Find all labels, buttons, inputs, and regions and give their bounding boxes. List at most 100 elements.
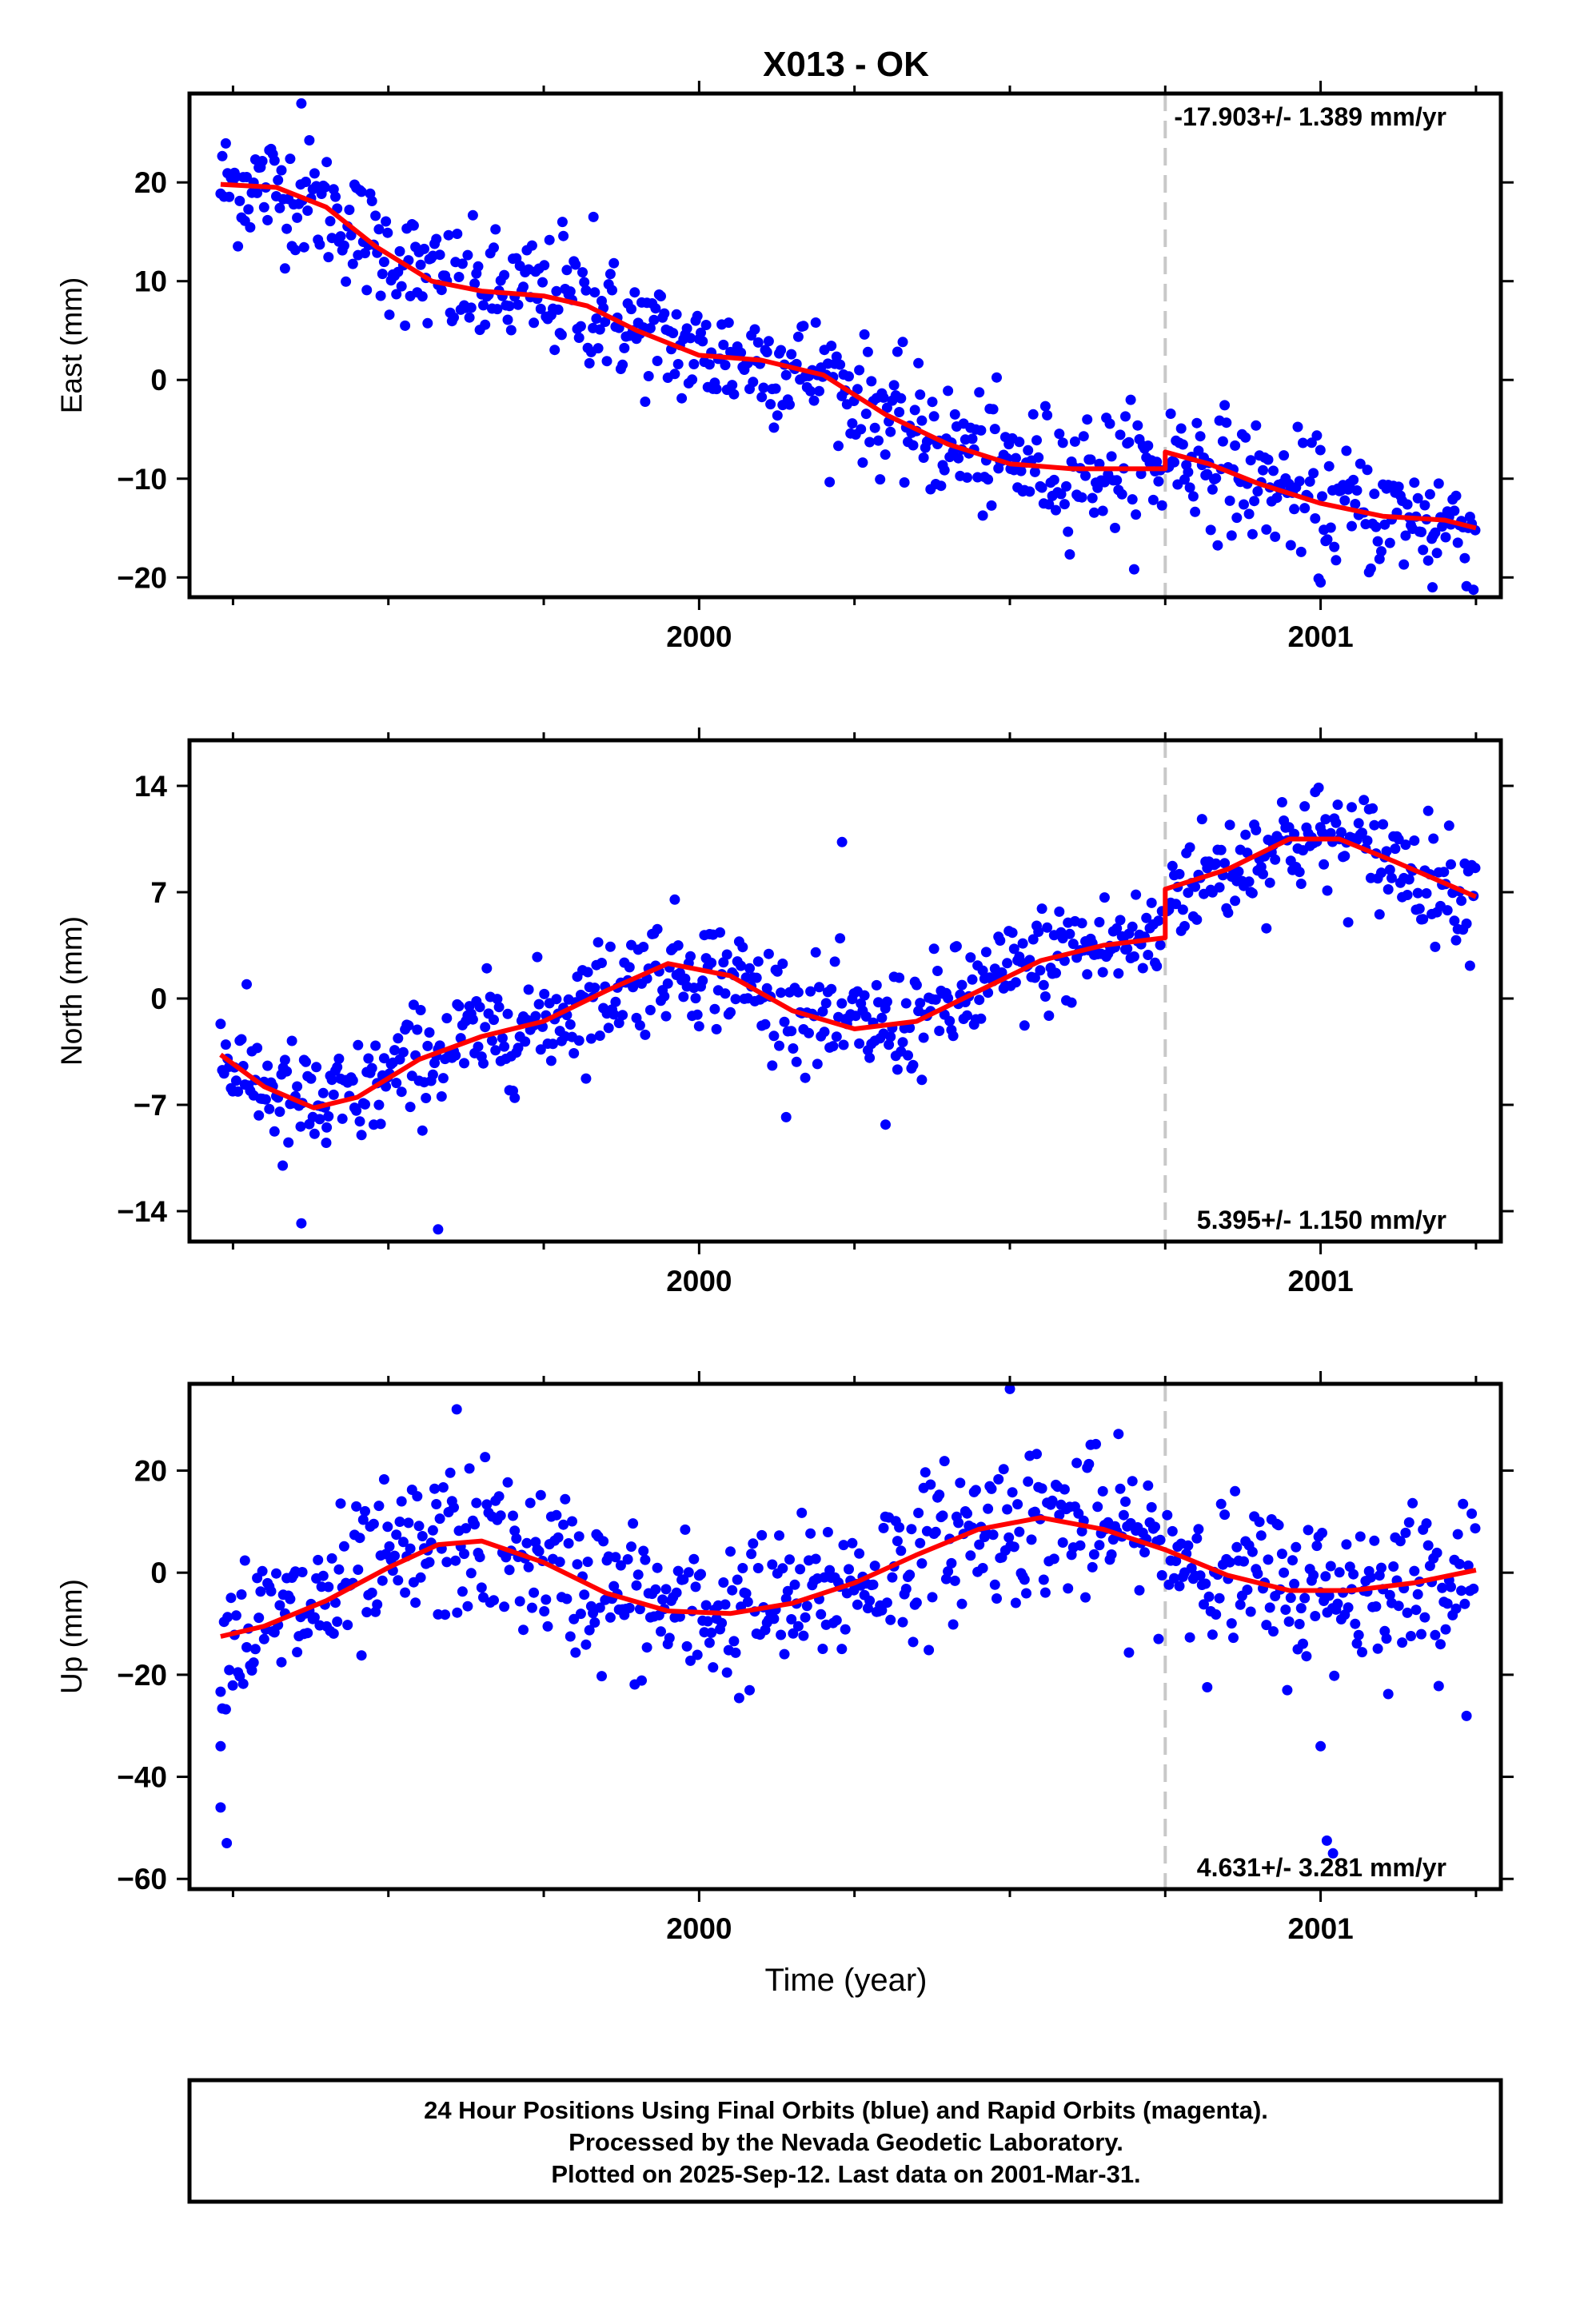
up-data-point <box>1010 1597 1021 1608</box>
east-data-point <box>480 319 491 330</box>
up-data-point <box>1294 1619 1305 1629</box>
east-data-point <box>763 336 774 347</box>
up-data-point <box>1393 1600 1404 1612</box>
north-data-point <box>737 942 748 953</box>
east-data-point <box>1402 499 1413 510</box>
up-data-point <box>748 1538 759 1549</box>
east-data-point <box>962 472 972 483</box>
east-data-point <box>805 385 816 397</box>
up-data-point <box>335 1498 346 1509</box>
east-data-point <box>700 320 712 330</box>
north-data-point <box>459 1058 469 1069</box>
east-data-point <box>1271 492 1283 504</box>
north-data-point <box>828 1041 839 1052</box>
up-data-point <box>986 1483 997 1494</box>
east-frame <box>187 91 1503 600</box>
up-data-point <box>688 1553 700 1565</box>
east-data-point <box>464 312 475 323</box>
up-data-point <box>1320 1571 1331 1582</box>
east-data-point <box>718 339 729 350</box>
up-data-point <box>1215 1498 1227 1509</box>
east-data-point <box>285 153 296 165</box>
north-data-point <box>976 1013 987 1024</box>
up-data-point <box>983 1503 994 1514</box>
up-data-point <box>356 1650 367 1661</box>
north-data-point <box>617 1010 628 1021</box>
up-data-point <box>525 1497 536 1509</box>
up-data-point <box>253 1612 265 1624</box>
north-data-point <box>876 1012 888 1023</box>
up-data-point <box>1403 1517 1414 1528</box>
up-data-point <box>632 1569 644 1581</box>
up-data-point <box>332 1616 343 1627</box>
up-data-point <box>1106 1549 1117 1560</box>
north-data-point <box>980 947 991 958</box>
east-data-point <box>768 422 780 433</box>
north-data-point <box>956 979 968 991</box>
up-data-point <box>706 1627 717 1638</box>
north-data-point <box>499 1041 510 1052</box>
up-data-point <box>368 1518 379 1529</box>
up-data-point <box>464 1463 475 1474</box>
east-data-point <box>644 323 656 333</box>
up-data-point <box>608 1581 620 1592</box>
up-data-point <box>782 1585 793 1597</box>
east-data-point <box>269 155 280 166</box>
up-data-point <box>431 1499 442 1509</box>
north-data-point <box>638 942 649 952</box>
north-data-point <box>1320 814 1331 825</box>
north-data-point <box>1143 950 1154 960</box>
east-data-point <box>304 135 315 145</box>
north-data-point <box>1029 972 1040 983</box>
east-data-point <box>1310 513 1321 524</box>
up-data-point <box>631 1580 642 1591</box>
east-data-point <box>720 360 731 371</box>
east-data-point <box>1069 436 1080 447</box>
up-data-point <box>1146 1501 1157 1513</box>
north-data-point <box>277 1160 289 1171</box>
up-data-point <box>330 1597 341 1608</box>
north-data-point <box>838 1039 849 1050</box>
up-data-point <box>469 1519 481 1530</box>
east-data-point <box>443 229 454 241</box>
north-data-point <box>1464 960 1475 971</box>
up-data-point <box>1440 1624 1451 1635</box>
up-data-point <box>1002 1504 1013 1515</box>
east-data-point <box>939 464 950 476</box>
north-data-point <box>1325 827 1336 839</box>
up-data-point <box>474 1552 485 1563</box>
north-data-point <box>393 1033 404 1044</box>
up-data-point <box>1406 1631 1416 1641</box>
east-data-point <box>274 202 285 213</box>
up-data-point <box>1382 1688 1394 1700</box>
east-data-point <box>909 405 920 416</box>
up-data-point <box>924 1644 935 1656</box>
up-data-point <box>915 1537 926 1549</box>
east-data-point <box>314 239 325 250</box>
north-y-tick-label: 7 <box>150 876 167 909</box>
up-data-point <box>737 1563 748 1573</box>
up-data-point <box>900 1584 912 1594</box>
north-data-point <box>1177 904 1188 915</box>
up-data-point <box>1255 1530 1267 1541</box>
east-data-point <box>1348 474 1359 485</box>
north-data-point <box>659 991 670 1002</box>
up-data-point <box>638 1545 649 1557</box>
up-data-point <box>441 1557 453 1568</box>
north-data-point <box>871 979 882 991</box>
east-data-point <box>648 314 660 325</box>
north-data-point <box>1378 819 1389 830</box>
east-data-point <box>591 313 602 324</box>
north-data-point <box>1403 874 1414 885</box>
up-data-point <box>1263 1554 1274 1565</box>
north-data-point <box>640 1029 651 1040</box>
up-data-point <box>1083 1458 1095 1469</box>
east-data-point <box>983 474 994 485</box>
north-data-point <box>437 1073 449 1084</box>
north-data-point <box>1438 867 1450 878</box>
up-data-point <box>869 1561 880 1572</box>
up-data-point <box>690 1581 701 1593</box>
north-data-point <box>274 1106 285 1118</box>
east-data-point <box>422 317 433 329</box>
north-data-point <box>391 1078 402 1089</box>
